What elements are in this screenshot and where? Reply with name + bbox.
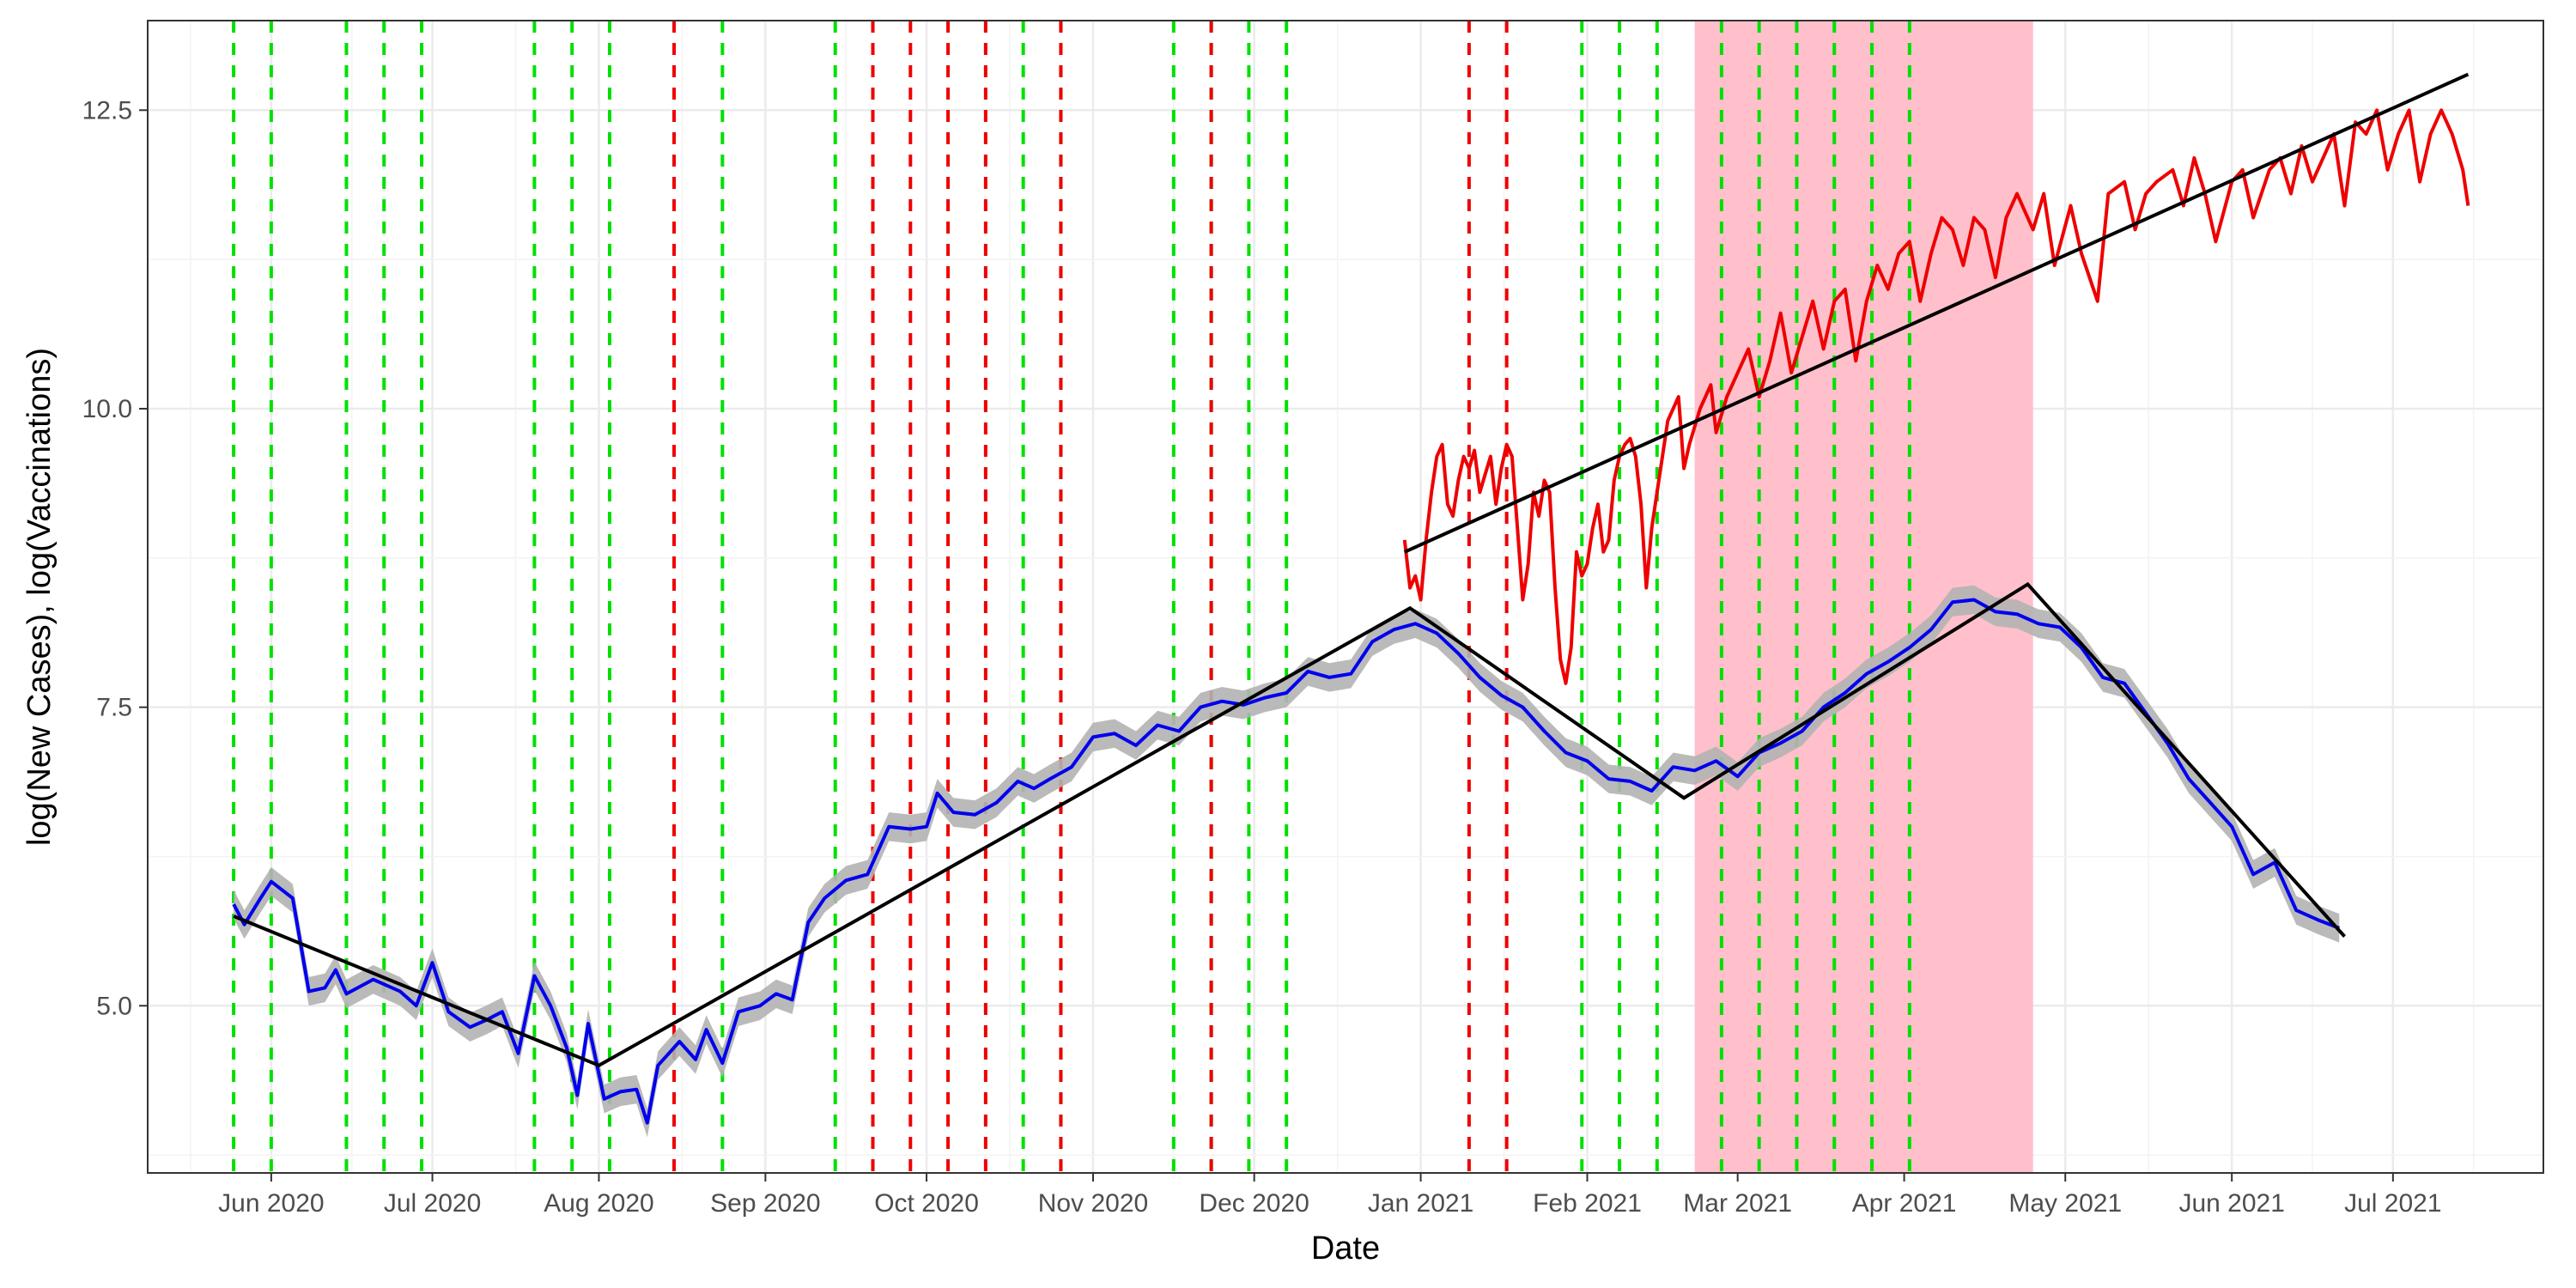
x-tick-label: Mar 2021: [1683, 1189, 1792, 1218]
y-axis-title: log(New Cases), log(Vaccinations): [21, 348, 58, 846]
y-tick-label: 10.0: [82, 395, 132, 423]
confidence-band: [234, 585, 2340, 1138]
gridlines: [148, 21, 2543, 1173]
x-axis-title: Date: [1311, 1230, 1380, 1267]
y-tick-label: 7.5: [96, 694, 132, 722]
series-line-vaccinations: [1402, 108, 2470, 685]
x-tick-label: Jun 2020: [218, 1189, 324, 1218]
x-tick-label: Jul 2021: [2344, 1189, 2441, 1218]
trend-lines-layer: [233, 72, 2470, 1068]
panel-border: [147, 20, 2544, 1174]
confidence-band-layer: [234, 585, 2340, 1138]
x-tick-label: Jul 2020: [384, 1189, 481, 1218]
x-tick-label: Jan 2021: [1368, 1189, 1473, 1218]
x-tick-label: May 2021: [2008, 1189, 2122, 1218]
y-axis: 5.0 7.5 10.0 12.5: [82, 96, 148, 1020]
series-line-cases: [232, 598, 2341, 1125]
y-tick-label: 12.5: [82, 96, 132, 125]
x-tick-label: Dec 2020: [1199, 1189, 1309, 1218]
x-tick-label: Apr 2021: [1852, 1189, 1957, 1218]
trend-line-cases: [233, 581, 2346, 1068]
x-tick-label: Nov 2020: [1038, 1189, 1148, 1218]
x-tick-label: Jun 2021: [2178, 1189, 2284, 1218]
x-tick-label: Sep 2020: [710, 1189, 820, 1218]
vertical-event-lines: [232, 21, 1911, 1173]
x-tick-label: Aug 2020: [544, 1189, 653, 1218]
x-tick-label: Feb 2021: [1533, 1189, 1642, 1218]
series-layer: [232, 108, 2470, 1125]
x-tick-label: Oct 2020: [874, 1189, 979, 1218]
y-tick-label: 5.0: [96, 992, 132, 1020]
trend-line-vaccinations: [1403, 72, 2470, 554]
x-axis: Jun 2020 Jul 2020 Aug 2020 Sep 2020 Oct 2020…: [218, 1173, 2442, 1218]
